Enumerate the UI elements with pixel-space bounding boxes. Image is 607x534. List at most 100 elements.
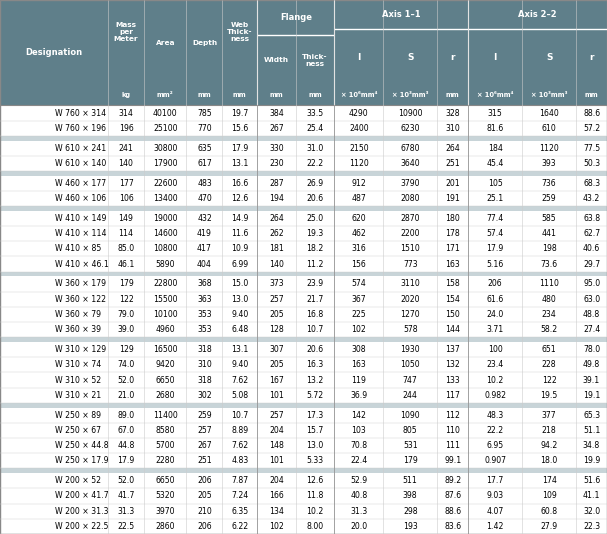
Text: 94.2: 94.2 — [540, 441, 558, 450]
Text: 163: 163 — [446, 260, 460, 269]
Bar — [0, 85, 607, 105]
Text: 7.62: 7.62 — [231, 441, 248, 450]
Text: 14.9: 14.9 — [231, 214, 248, 223]
Text: 17.9: 17.9 — [486, 245, 504, 253]
Text: 48.3: 48.3 — [486, 411, 504, 420]
Text: 65.3: 65.3 — [583, 411, 600, 420]
Text: 10.9: 10.9 — [231, 245, 248, 253]
Text: 134: 134 — [269, 507, 284, 516]
Text: W 200 × 52: W 200 × 52 — [55, 476, 101, 485]
Text: 6.95: 6.95 — [487, 441, 504, 450]
Text: S: S — [546, 53, 552, 62]
Text: 193: 193 — [403, 522, 418, 531]
Text: 470: 470 — [197, 194, 212, 203]
Text: 102: 102 — [269, 522, 284, 531]
Text: 201: 201 — [446, 179, 460, 188]
Text: 2860: 2860 — [155, 522, 175, 531]
Bar — [0, 438, 607, 453]
Bar — [0, 504, 607, 519]
Text: 747: 747 — [403, 375, 418, 384]
Text: 21.7: 21.7 — [307, 295, 324, 304]
Text: 33.5: 33.5 — [307, 108, 324, 117]
Text: 2020: 2020 — [401, 295, 420, 304]
Text: 2280: 2280 — [155, 457, 175, 465]
Text: 70.8: 70.8 — [350, 441, 367, 450]
Text: 368: 368 — [197, 279, 212, 288]
Text: 441: 441 — [541, 229, 557, 238]
Text: mm: mm — [198, 92, 211, 98]
Text: W 410 × 149: W 410 × 149 — [55, 214, 106, 223]
Text: 103: 103 — [351, 426, 366, 435]
Text: Designation: Designation — [25, 48, 83, 57]
Text: 22.3: 22.3 — [583, 522, 600, 531]
Bar — [0, 423, 607, 438]
Text: 19.5: 19.5 — [540, 391, 558, 400]
Text: 163: 163 — [351, 360, 366, 370]
Text: 318: 318 — [197, 375, 212, 384]
Text: 67.0: 67.0 — [118, 426, 135, 435]
Text: 264: 264 — [269, 214, 284, 223]
Text: 2200: 2200 — [401, 229, 420, 238]
Text: 13400: 13400 — [153, 194, 178, 203]
Text: 244: 244 — [403, 391, 418, 400]
Text: 2400: 2400 — [349, 124, 368, 133]
Text: 25.4: 25.4 — [307, 124, 324, 133]
Text: 419: 419 — [197, 229, 212, 238]
Text: 12.6: 12.6 — [307, 476, 324, 485]
Text: 27.9: 27.9 — [541, 522, 558, 531]
Text: 3640: 3640 — [401, 159, 420, 168]
Bar — [0, 403, 607, 407]
Text: 11.2: 11.2 — [307, 260, 324, 269]
Text: 773: 773 — [403, 260, 418, 269]
Text: 39.1: 39.1 — [583, 375, 600, 384]
Text: 32.0: 32.0 — [583, 507, 600, 516]
Text: 574: 574 — [351, 279, 366, 288]
Text: 1270: 1270 — [401, 310, 420, 319]
Text: 9.40: 9.40 — [231, 310, 248, 319]
Bar — [0, 407, 607, 423]
Text: 16.8: 16.8 — [307, 310, 324, 319]
Text: W 360 × 79: W 360 × 79 — [55, 310, 101, 319]
Text: 6.48: 6.48 — [231, 325, 248, 334]
Text: W 310 × 21: W 310 × 21 — [55, 391, 101, 400]
Bar — [0, 292, 607, 307]
Text: W 200 × 31.3: W 200 × 31.3 — [55, 507, 109, 516]
Text: 89.2: 89.2 — [444, 476, 461, 485]
Text: 88.6: 88.6 — [444, 507, 461, 516]
Text: 25.1: 25.1 — [486, 194, 504, 203]
Text: 770: 770 — [197, 124, 212, 133]
Bar — [0, 519, 607, 534]
Text: 41.1: 41.1 — [583, 491, 600, 500]
Text: 57.4: 57.4 — [486, 229, 504, 238]
Text: 3970: 3970 — [155, 507, 175, 516]
Text: 60.8: 60.8 — [541, 507, 558, 516]
Text: 46.1: 46.1 — [117, 260, 135, 269]
Text: 129: 129 — [118, 345, 134, 354]
Text: 531: 531 — [403, 441, 418, 450]
Text: 52.0: 52.0 — [118, 375, 135, 384]
Text: 257: 257 — [269, 411, 284, 420]
Text: 9.03: 9.03 — [487, 491, 504, 500]
Text: 19.1: 19.1 — [583, 391, 600, 400]
Text: 10800: 10800 — [153, 245, 177, 253]
Text: 251: 251 — [446, 159, 460, 168]
Text: 6780: 6780 — [401, 144, 420, 153]
Bar — [0, 307, 607, 322]
Text: 15.7: 15.7 — [307, 426, 324, 435]
Text: 264: 264 — [446, 144, 460, 153]
Text: 10.7: 10.7 — [307, 325, 324, 334]
Text: 610: 610 — [542, 124, 557, 133]
Text: 29.7: 29.7 — [583, 260, 600, 269]
Text: 198: 198 — [542, 245, 557, 253]
Text: 22800: 22800 — [153, 279, 177, 288]
Text: × 10³mm³: × 10³mm³ — [531, 92, 568, 98]
Text: 167: 167 — [269, 375, 284, 384]
Text: 373: 373 — [269, 279, 284, 288]
Text: 50.3: 50.3 — [583, 159, 600, 168]
Text: 102: 102 — [351, 325, 366, 334]
Text: 179: 179 — [403, 457, 418, 465]
Text: 259: 259 — [542, 194, 557, 203]
Text: 1120: 1120 — [539, 144, 559, 153]
Bar — [0, 473, 607, 488]
Text: 363: 363 — [197, 295, 212, 304]
